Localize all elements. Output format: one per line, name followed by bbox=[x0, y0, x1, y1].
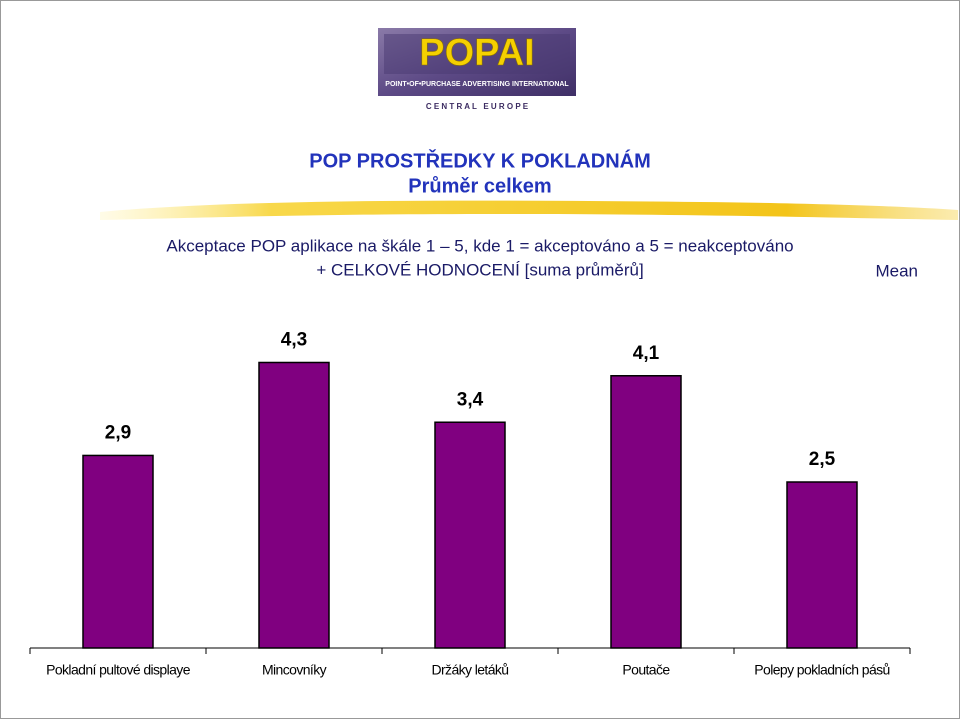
description: Akceptace POP aplikace na škále 1 – 5, k… bbox=[166, 236, 793, 255]
bar bbox=[610, 375, 682, 649]
x-tick-label: Mincovníky bbox=[262, 662, 327, 678]
x-tick-label: Držáky letáků bbox=[431, 662, 508, 678]
data-label: 3,4 bbox=[457, 389, 484, 410]
chart-subtitle: Průměr celkem bbox=[408, 175, 551, 197]
bar bbox=[258, 361, 330, 649]
bar bbox=[434, 421, 506, 649]
x-tick-label: Polepy pokladních pásů bbox=[754, 662, 889, 678]
data-label: 2,5 bbox=[809, 449, 836, 470]
data-label: 4,1 bbox=[633, 343, 660, 364]
legend-label: Mean bbox=[875, 261, 918, 280]
chart-title: POP PROSTŘEDKY K POKLADNÁM bbox=[309, 148, 651, 172]
data-label: 2,9 bbox=[105, 422, 131, 443]
data-label: 4,3 bbox=[281, 329, 307, 350]
title-brush bbox=[100, 200, 958, 220]
logo-inner bbox=[384, 34, 570, 74]
logo-name: POPAI bbox=[419, 32, 534, 74]
bar bbox=[82, 454, 154, 649]
logo-tagline: POINT•OF•PURCHASE ADVERTISING INTERNATIO… bbox=[385, 81, 569, 88]
description: + CELKOVÉ HODNOCENÍ [suma průměrů] bbox=[316, 260, 643, 279]
x-tick-label: Pokladní pultové displaye bbox=[46, 662, 191, 678]
x-tick-label: Poutače bbox=[622, 662, 670, 678]
logo-region: C E N T R A L E U R O P E bbox=[426, 102, 529, 111]
bar bbox=[786, 481, 858, 649]
